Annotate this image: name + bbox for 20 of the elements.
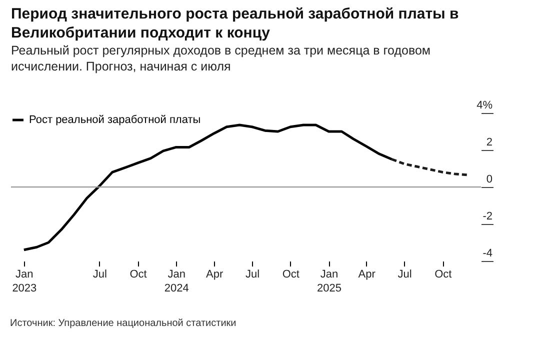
x-tick-label: Jul [246, 268, 260, 280]
x-tick-label: Oct [130, 268, 147, 280]
y-tick-label: 2 [486, 136, 492, 148]
legend-label: Рост реальной заработной платы [29, 114, 201, 126]
x-tick-label: Apr [358, 268, 376, 280]
chart-title: Период значительного роста реальной заработной платы в Великобритании подходит к концу [11, 6, 459, 42]
x-tick-label: Oct [282, 268, 300, 280]
y-tick-label: -4 [482, 248, 492, 260]
y-tick-label: 4% [476, 100, 493, 112]
x-tick-label: Apr [206, 268, 224, 280]
y-tick-label: 0 [486, 174, 492, 186]
x-tick-label: Jan 2023 [12, 268, 37, 294]
x-tick-label: Jul [398, 268, 412, 280]
text: Источник: Управление национальной статистики [10, 318, 236, 329]
x-tick-label: Jul [92, 268, 107, 280]
chart-subtitle: Реальный рост регулярных доходов в среднем за три месяца в годовом исчислении. Прогноз, начиная с июля [11, 44, 431, 74]
y-tick-label: -2 [482, 210, 492, 222]
x-tick-label: Jan 2024 [164, 268, 189, 294]
x-tick-label: Jan 2025 [317, 268, 342, 294]
x-tick-label: Oct [434, 268, 452, 280]
